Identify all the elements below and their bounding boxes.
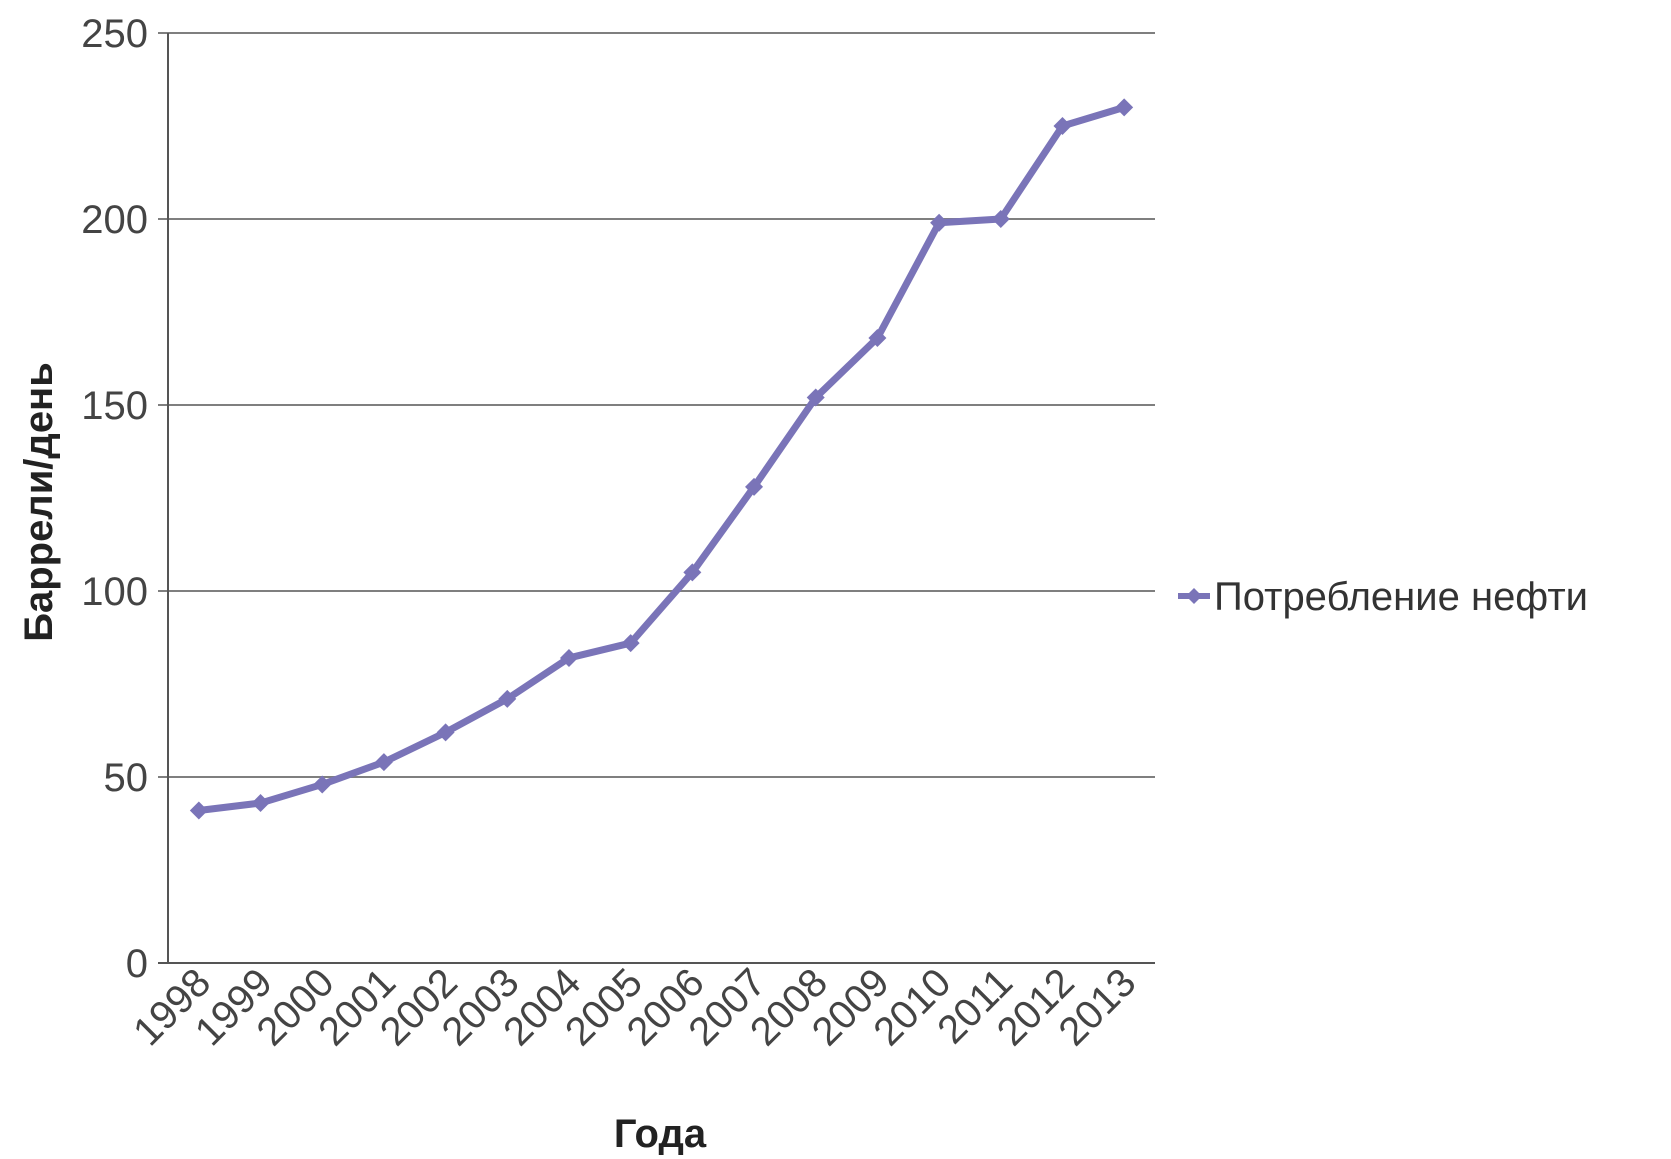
data-point [1115,98,1134,117]
data-point [991,210,1010,228]
data-point [621,634,640,653]
y-tick-label: 150 [81,384,148,428]
data-point [313,775,332,794]
y-tick-label: 200 [81,198,148,242]
data-point [189,801,208,820]
data-point [251,794,270,813]
data-point [498,689,517,708]
y-tick-label: 50 [104,756,149,800]
gridlines [158,32,1155,964]
data-point [745,477,764,496]
y-axis-title: Баррели/день [17,362,61,642]
y-tick-labels: 0 50 100 150 200 250 [81,12,148,986]
data-point [436,723,455,742]
legend-label: Потребление нефти [1214,575,1588,619]
data-point [868,329,887,348]
data-point [559,648,578,667]
series-layer [189,98,1134,820]
y-tick-label: 100 [81,570,148,614]
data-point [930,213,949,232]
y-tick-label: 250 [81,12,148,56]
legend: Потребление нефти [1178,575,1588,619]
x-tick-labels: 1998199920002001200220032004200520062007… [125,960,1144,1054]
y-tick-label: 0 [126,942,148,986]
data-point [683,563,702,582]
series-line [195,103,1128,814]
legend-marker-icon [1186,588,1202,604]
data-point [1053,117,1072,135]
data-point [806,388,825,407]
data-point [374,753,393,772]
x-axis-title: Года [614,1112,707,1156]
